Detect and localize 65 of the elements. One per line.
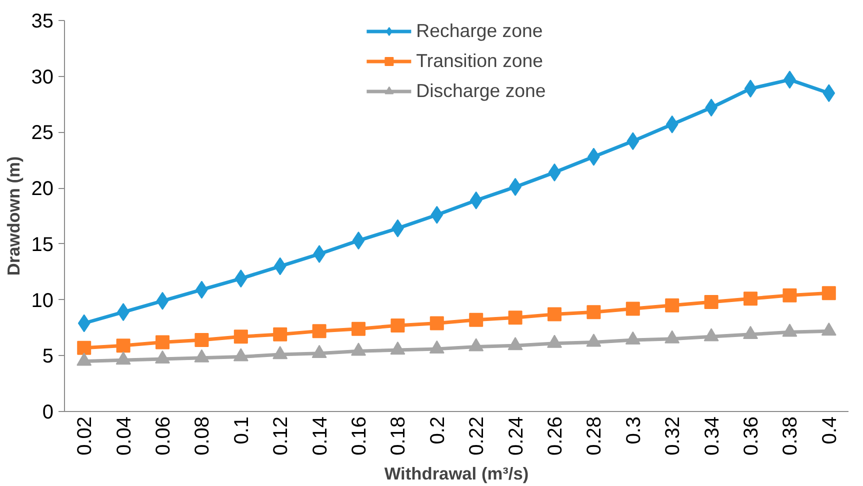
x-tick-label: 0.3 [622, 416, 645, 444]
point [666, 115, 678, 134]
x-tick-label: 0.04 [113, 416, 136, 456]
point [470, 191, 482, 210]
point [430, 316, 444, 330]
x-tick-label: 0.14 [309, 416, 332, 456]
legend-label: Recharge zone [416, 20, 543, 42]
y-tick-label: 5 [42, 346, 54, 368]
y-tick-label: 25 [31, 122, 54, 144]
x-tick-label: 0.32 [662, 416, 684, 456]
point [312, 324, 326, 338]
point [77, 340, 92, 355]
x-tick-label: 0.18 [388, 416, 410, 456]
y-tick-label: 30 [31, 66, 54, 88]
y-tick-label: 15 [31, 234, 54, 256]
x-tick-label: 0.26 [544, 416, 566, 456]
y-tick-label: 10 [31, 290, 54, 312]
point [548, 307, 562, 322]
x-tick-label: 0.06 [152, 416, 174, 456]
point [430, 206, 444, 224]
x-tick-label: 0.22 [466, 416, 488, 456]
point [744, 292, 758, 306]
point [234, 330, 248, 344]
point [234, 270, 248, 288]
x-tick-label: 0.4 [818, 416, 841, 444]
point [194, 333, 209, 348]
point [782, 288, 797, 302]
point [78, 314, 90, 332]
x-tick-label: 0.34 [701, 416, 724, 456]
point [156, 335, 170, 350]
x-tick-label: 0.02 [74, 416, 96, 456]
point [273, 327, 288, 342]
y-axis-title: Drawdown (m) [3, 156, 24, 276]
y-tick-label: 0 [42, 402, 54, 424]
x-tick-label: 0.1 [230, 416, 253, 444]
legend-label: Discharge zone [416, 80, 546, 102]
point [586, 305, 601, 320]
point [548, 163, 561, 182]
point [822, 84, 836, 102]
point [274, 257, 286, 276]
point [626, 302, 640, 316]
x-tick-label: 0.24 [505, 416, 528, 456]
point [352, 322, 366, 336]
point [352, 232, 365, 250]
x-tick-label: 0.16 [348, 416, 370, 456]
x-tick-label: 0.2 [426, 416, 449, 444]
y-tick-label: 20 [31, 178, 54, 200]
point [469, 312, 484, 327]
point [390, 318, 405, 332]
y-tick-label: 35 [31, 10, 54, 32]
point [156, 292, 169, 310]
x-tick-label: 0.08 [192, 416, 214, 456]
x-tick-label: 0.28 [584, 416, 606, 456]
x-tick-label: 0.38 [780, 416, 802, 456]
point [704, 295, 718, 310]
point [665, 298, 680, 312]
legend-label: Transition zone [416, 50, 544, 72]
point [626, 132, 640, 150]
point [508, 310, 522, 325]
point [744, 80, 757, 98]
x-tick-label: 0.36 [740, 416, 762, 456]
x-axis-title: Withdrawal (m³/s) [384, 463, 529, 484]
point [822, 286, 836, 300]
point [116, 338, 130, 353]
x-tick-label: 0.12 [270, 416, 292, 456]
